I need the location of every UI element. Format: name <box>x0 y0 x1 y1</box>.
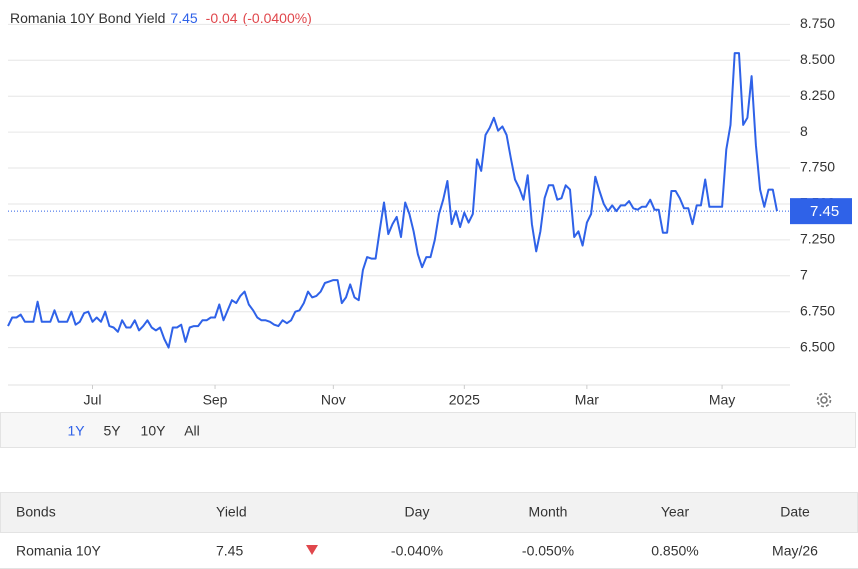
last-price-label: 7.45 <box>810 203 839 220</box>
table-header: Date <box>780 504 810 520</box>
y-tick-label: 7.250 <box>800 231 835 247</box>
x-tick-label: Jul <box>84 392 102 408</box>
settings-icon[interactable] <box>816 392 832 408</box>
table-cell: 0.850% <box>651 543 698 559</box>
chart-title: Romania 10Y Bond Yield <box>10 10 165 26</box>
price-line <box>7 52 778 349</box>
table-header: Year <box>661 504 690 520</box>
y-tick-label: 7.750 <box>800 159 835 175</box>
y-tick-label: 8.500 <box>800 51 835 67</box>
table-cell: -0.040% <box>391 543 443 559</box>
table-header: Day <box>405 504 430 520</box>
y-tick-label: 7 <box>800 267 808 283</box>
last-price-badge <box>790 198 852 225</box>
y-tick-label: 6.500 <box>800 338 835 354</box>
table-cell: May/26 <box>772 543 818 559</box>
range-button[interactable]: All <box>184 423 200 439</box>
table-header-row <box>0 492 858 533</box>
range-button[interactable]: 1Y <box>67 423 85 439</box>
y-tick-label: 8.750 <box>800 15 835 31</box>
x-tick-label: Sep <box>203 392 228 408</box>
table-header: Yield <box>216 504 247 520</box>
change: -0.04 <box>206 10 238 26</box>
chart-header: Romania 10Y Bond Yield 7.45 -0.04 (-0.0400%… <box>10 10 312 26</box>
table-cell: Romania 10Y <box>16 543 101 559</box>
x-tick-label: Mar <box>575 392 599 408</box>
x-tick-label: May <box>709 392 735 408</box>
table-header: Bonds <box>16 504 56 520</box>
range-bar <box>0 412 856 448</box>
x-tick-label: 2025 <box>449 392 480 408</box>
change-pct: (-0.0400%) <box>243 10 312 26</box>
y-tick-label: 8 <box>800 123 808 139</box>
y-tick-label: 8.250 <box>800 87 835 103</box>
x-tick-label: Nov <box>321 392 346 408</box>
last-price: 7.45 <box>170 10 197 26</box>
table-header: Month <box>529 504 568 520</box>
range-button[interactable]: 5Y <box>103 423 121 439</box>
range-button[interactable]: 10Y <box>141 423 167 439</box>
y-tick-label: 6.750 <box>800 302 835 318</box>
down-arrow <box>306 545 318 555</box>
table-cell: -0.050% <box>522 543 574 559</box>
table-cell: 7.45 <box>216 543 243 559</box>
